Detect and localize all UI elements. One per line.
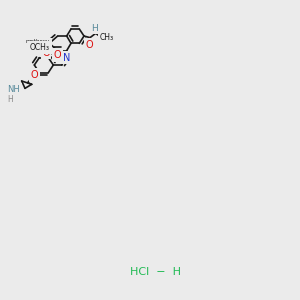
Text: O: O bbox=[85, 40, 93, 50]
Text: O: O bbox=[53, 50, 61, 60]
Text: N: N bbox=[99, 32, 106, 41]
Text: H: H bbox=[7, 94, 13, 103]
Text: OCH₃: OCH₃ bbox=[30, 43, 50, 52]
Text: NH: NH bbox=[7, 85, 20, 94]
Text: N: N bbox=[63, 53, 70, 63]
Text: CH₃: CH₃ bbox=[100, 33, 114, 42]
Text: methoxy: methoxy bbox=[26, 39, 50, 44]
Text: O: O bbox=[42, 48, 50, 58]
Text: O: O bbox=[31, 70, 38, 80]
Text: HCl  −  H: HCl − H bbox=[130, 267, 181, 277]
Text: H: H bbox=[91, 24, 98, 33]
